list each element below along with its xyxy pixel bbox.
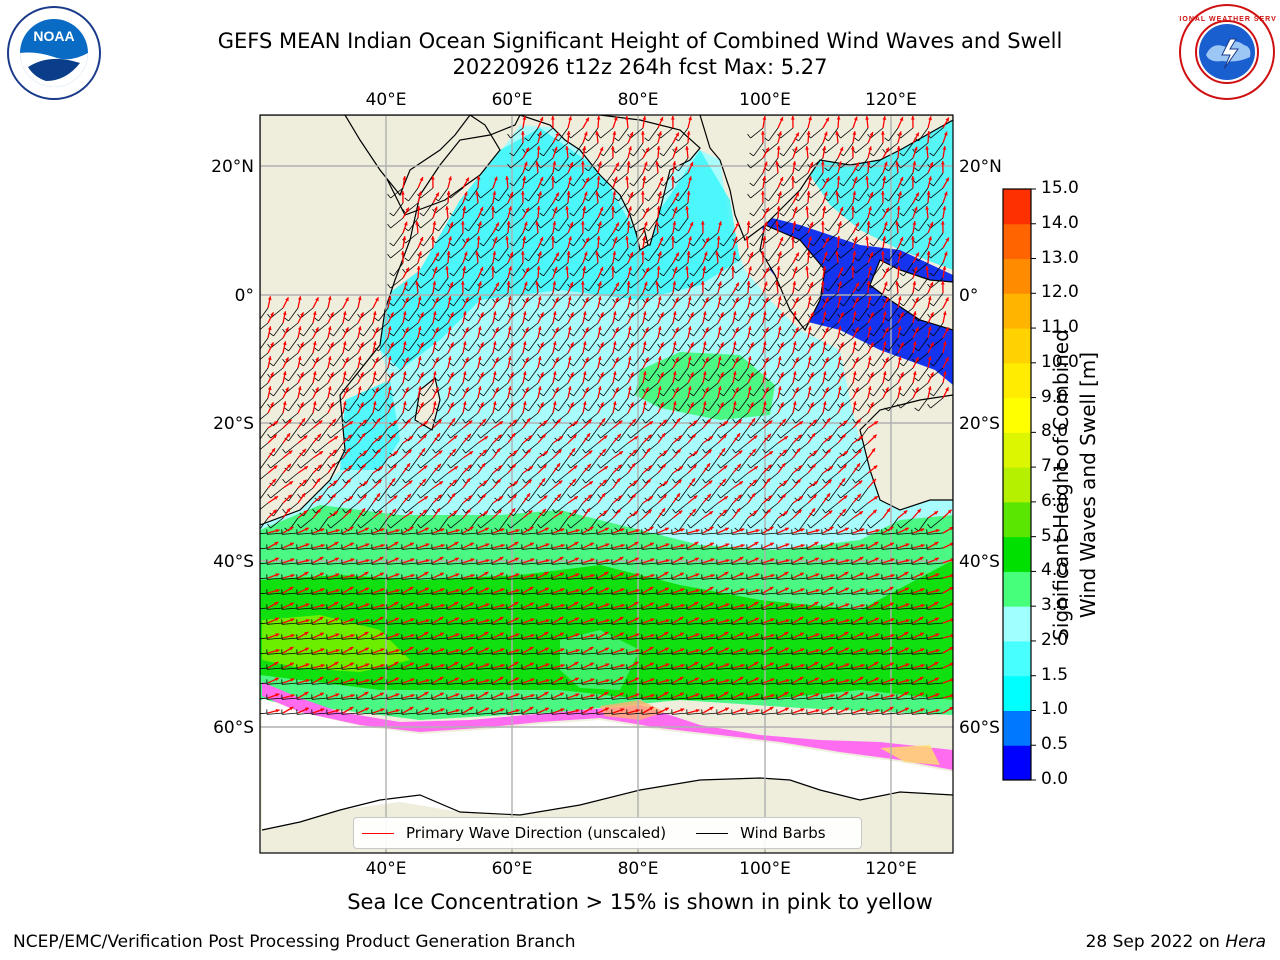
lon-tick-label-top: 100°E [739, 90, 791, 110]
legend-wave-label: Primary Wave Direction (unscaled) [406, 824, 667, 842]
lat-tick-label-left: 20°N [211, 157, 254, 177]
colorbar-tick-label: 3.0 [1041, 595, 1069, 616]
colorbar-tick-label: 2.0 [1041, 629, 1069, 650]
colorbar-segment [1003, 745, 1031, 781]
colorbar-tick-label: 0.5 [1041, 734, 1069, 755]
colorbar-segment [1003, 501, 1031, 538]
colorbar [1002, 188, 1036, 781]
colorbar-segment [1003, 675, 1031, 711]
colorbar-title-line1: Significant Height of Combined [1049, 329, 1073, 641]
lon-tick-label-top: 120°E [865, 90, 917, 110]
wave-and-wind-vectors [260, 115, 953, 715]
colorbar-tick-label: 8.0 [1041, 421, 1069, 442]
sea-ice-caption: Sea Ice Concentration > 15% is shown in … [347, 890, 933, 914]
colorbar-tick-label: 0.0 [1041, 769, 1069, 789]
map-frame [259, 114, 954, 854]
lat-tick-label-right: 60°S [959, 718, 1000, 738]
colorbar-tick-label: 14.0 [1041, 212, 1079, 233]
land-india [519, 115, 701, 246]
colorbar-segment [1003, 362, 1031, 399]
lat-tick-label-left: 60°S [213, 718, 254, 738]
colorbar-segment [1003, 189, 1031, 225]
colorbar-segment [1003, 258, 1031, 294]
lat-tick-label-right: 40°S [959, 552, 1000, 572]
lat-tick-label-right: 20°S [959, 414, 1000, 434]
land-australia [859, 394, 953, 511]
colorbar-tick-label: 11.0 [1041, 317, 1079, 338]
antarctica-ice [262, 698, 953, 830]
colorbar-segment [1003, 467, 1031, 503]
colorbar-tick-label: 1.0 [1041, 699, 1069, 720]
colorbar-segment [1003, 432, 1031, 468]
svg-text:NATIONAL WEATHER SERVICE: NATIONAL WEATHER SERVICE [1178, 16, 1276, 23]
colorbar-tick-label: 6.0 [1041, 490, 1069, 511]
colorbar-tick-label: 4.0 [1041, 560, 1069, 581]
legend-item-wind-barbs: Wind Barbs [688, 824, 826, 842]
land-arabia [344, 115, 471, 197]
ocean-cyan-zone [380, 128, 740, 370]
red-line-icon [362, 832, 394, 834]
lat-tick-label-right: 0° [959, 286, 978, 306]
antarctica-coastline [261, 777, 953, 831]
colorbar-tick-label: 5.0 [1041, 525, 1069, 546]
colorbar-tick-label: 9.0 [1041, 386, 1069, 407]
ocean-bright-green-south [260, 560, 953, 700]
colorbar-segment [1003, 571, 1031, 607]
black-line-icon [696, 832, 729, 834]
colorbar-title-line2: Wind Waves and Swell [m] [1076, 351, 1100, 619]
map-title: GEFS MEAN Indian Ocean Significant Heigh… [217, 29, 1063, 53]
colorbar-segment [1003, 710, 1031, 746]
noaa-logo-text: NOAA [33, 28, 74, 44]
colorbar-segment [1003, 536, 1031, 572]
lon-tick-label-top: 60°E [492, 90, 533, 110]
nws-logo: NATIONAL WEATHER SERVICE [1163, 3, 1280, 101]
lon-tick-label-bottom: 80°E [618, 859, 659, 879]
colorbar-segment [1003, 606, 1031, 642]
colorbar-tick-label: 1.5 [1041, 664, 1069, 685]
lon-tick-label-bottom: 120°E [865, 859, 917, 879]
lon-tick-label-bottom: 100°E [739, 859, 791, 879]
colorbar-segment [1003, 223, 1031, 260]
footer-credit: NCEP/EMC/Verification Post Processing Pr… [13, 932, 576, 952]
colorbar-segment [1003, 397, 1031, 433]
sea-ice-fringe [262, 682, 953, 770]
map-subtitle: 20220926 t12z 264h fcst Max: 5.27 [452, 55, 828, 79]
footer-host: Hera [1225, 932, 1266, 952]
legend-barb-label: Wind Barbs [740, 824, 826, 842]
lat-tick-label-right: 20°N [959, 157, 1002, 177]
lat-tick-label-left: 20°S [213, 414, 254, 434]
footer-date: 28 Sep 2022 on Hera [1085, 932, 1266, 952]
lon-tick-label-bottom: 40°E [366, 859, 407, 879]
ocean-yellow-green-patch [262, 615, 410, 672]
colorbar-title: Significant Height of Combined Wind Wave… [1048, 305, 1112, 665]
lon-tick-label-top: 80°E [618, 90, 659, 110]
lon-tick-label-top: 40°E [366, 90, 407, 110]
lon-tick-label-bottom: 60°E [492, 859, 533, 879]
ocean-green-central [635, 352, 775, 420]
colorbar-tick-label: 15.0 [1041, 178, 1079, 198]
colorbar-segment [1003, 293, 1031, 329]
noaa-logo: NOAA [6, 5, 102, 101]
colorbar-tick-label: 12.0 [1041, 282, 1079, 303]
colorbar-segment [1003, 328, 1031, 364]
colorbar-tick-label: 10.0 [1041, 351, 1079, 372]
colorbar-tick-label: 13.0 [1041, 247, 1079, 268]
lat-tick-label-left: 0° [235, 286, 254, 306]
colorbar-tick-label: 7.0 [1041, 456, 1069, 477]
map-legend: Primary Wave Direction (unscaled) Wind B… [353, 817, 862, 849]
legend-item-wave-direction: Primary Wave Direction (unscaled) [354, 824, 666, 842]
colorbar-segment [1003, 640, 1031, 677]
lat-tick-label-left: 40°S [213, 552, 254, 572]
